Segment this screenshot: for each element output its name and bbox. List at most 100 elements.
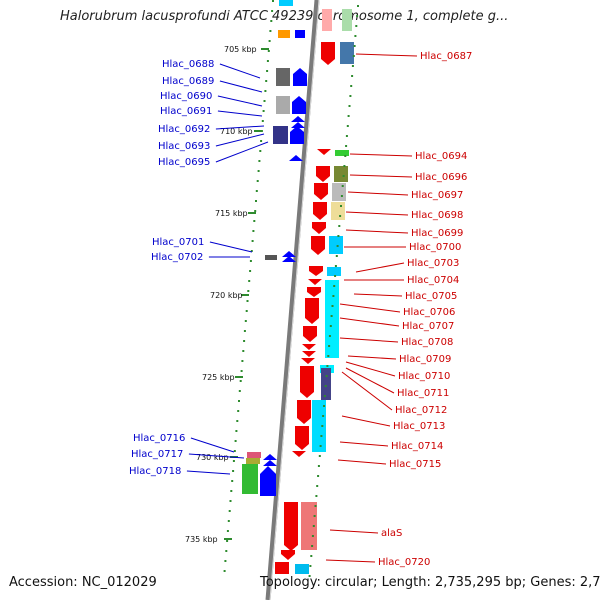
gene-label-right[interactable]: Hlac_0705	[405, 291, 457, 302]
gene-label-left[interactable]: Hlac_0701	[152, 237, 204, 248]
scale-tick	[357, 5, 359, 7]
gene-label-right[interactable]: Hlac_0699	[411, 228, 463, 239]
scale-tick	[322, 415, 325, 417]
gene-feature[interactable]	[325, 280, 339, 358]
gene-label-right[interactable]: Hlac_0708	[401, 337, 453, 348]
gene-label-left[interactable]: Hlac_0716	[133, 433, 185, 444]
gene-label-right[interactable]: Hlac_0712	[395, 405, 447, 416]
gene-feature[interactable]	[303, 326, 317, 342]
gene-feature[interactable]	[289, 155, 303, 161]
gene-feature[interactable]	[292, 96, 306, 114]
leader-line	[217, 110, 263, 117]
gene-label-right[interactable]: Hlac_0703	[407, 258, 459, 269]
gene-feature[interactable]	[312, 400, 326, 452]
gene-feature[interactable]	[340, 42, 354, 64]
gene-feature[interactable]	[263, 460, 277, 466]
gene-label-right[interactable]: Hlac_0704	[407, 275, 459, 286]
scale-label: 715 kbp	[215, 209, 248, 218]
gene-label-left[interactable]: Hlac_0695	[158, 157, 210, 168]
gene-feature[interactable]	[242, 464, 258, 494]
gene-label-left[interactable]: Hlac_0717	[131, 449, 183, 460]
gene-feature[interactable]	[301, 358, 315, 364]
gene-label-right[interactable]: Hlac_0720	[378, 557, 430, 568]
gene-feature[interactable]	[281, 550, 295, 560]
gene-feature[interactable]	[331, 202, 345, 220]
gene-feature[interactable]	[312, 222, 326, 234]
gene-label-right[interactable]: Hlac_0707	[402, 321, 454, 332]
gene-feature[interactable]	[247, 452, 261, 458]
gene-feature[interactable]	[329, 236, 343, 254]
gene-label-right[interactable]: Hlac_0697	[411, 190, 463, 201]
scale-tick	[229, 500, 232, 502]
gene-label-right[interactable]: Hlac_0713	[393, 421, 445, 432]
scale-tick	[355, 25, 358, 27]
gene-label-right[interactable]: Hlac_0714	[391, 441, 443, 452]
gene-feature[interactable]	[327, 267, 341, 276]
gene-feature[interactable]	[317, 149, 331, 155]
gene-label-left[interactable]: Hlac_0688	[162, 59, 214, 70]
gene-feature[interactable]	[321, 42, 335, 65]
gene-feature[interactable]	[308, 279, 322, 285]
gene-feature[interactable]	[284, 502, 298, 551]
scale-tick	[254, 210, 257, 212]
gene-feature[interactable]	[332, 183, 346, 201]
gene-feature[interactable]	[276, 96, 290, 114]
gene-feature[interactable]	[295, 564, 309, 574]
gene-feature[interactable]	[282, 251, 296, 257]
gene-feature[interactable]	[335, 150, 349, 156]
gene-feature[interactable]	[278, 30, 290, 38]
gene-feature[interactable]	[309, 266, 323, 276]
gene-label-left[interactable]: Hlac_0689	[162, 76, 214, 87]
gene-label-right[interactable]: Hlac_0700	[409, 242, 461, 253]
gene-feature[interactable]	[313, 202, 327, 220]
gene-feature[interactable]	[302, 351, 316, 357]
gene-label-right[interactable]: Hlac_0694	[415, 151, 467, 162]
gene-feature[interactable]	[290, 126, 304, 144]
gene-label-left[interactable]: Hlac_0718	[129, 466, 181, 477]
gene-label-right[interactable]: alaS	[381, 528, 402, 539]
gene-label-right[interactable]: Hlac_0706	[403, 307, 455, 318]
gene-feature[interactable]	[291, 122, 305, 128]
gene-feature[interactable]	[282, 256, 296, 262]
gene-feature[interactable]	[276, 68, 290, 86]
gene-feature[interactable]	[273, 126, 288, 144]
gene-feature[interactable]	[295, 30, 305, 38]
gene-feature[interactable]	[316, 166, 330, 182]
gene-label-left[interactable]: Hlac_0691	[160, 106, 212, 117]
leader-line	[215, 125, 265, 130]
gene-feature[interactable]	[307, 287, 321, 297]
gene-feature[interactable]	[263, 454, 277, 460]
gene-label-right[interactable]: Hlac_0709	[399, 354, 451, 365]
gene-feature[interactable]	[342, 9, 352, 31]
gene-label-left[interactable]: Hlac_0690	[160, 91, 212, 102]
gene-feature[interactable]	[305, 298, 319, 324]
gene-feature[interactable]	[265, 255, 277, 260]
gene-label-left[interactable]: Hlac_0693	[158, 141, 210, 152]
gene-feature[interactable]	[301, 502, 317, 550]
gene-feature[interactable]	[279, 0, 293, 6]
gene-feature[interactable]	[322, 9, 332, 31]
gene-feature[interactable]	[321, 368, 331, 400]
gene-label-right[interactable]: Hlac_0715	[389, 459, 441, 470]
gene-label-left[interactable]: Hlac_0692	[158, 124, 210, 135]
gene-feature[interactable]	[275, 562, 289, 574]
gene-feature[interactable]	[311, 236, 325, 255]
gene-feature[interactable]	[334, 166, 348, 182]
gene-label-right[interactable]: Hlac_0698	[411, 210, 463, 221]
gene-label-right[interactable]: Hlac_0711	[397, 388, 449, 399]
gene-feature[interactable]	[297, 400, 311, 424]
gene-label-right[interactable]: Hlac_0710	[398, 371, 450, 382]
gene-feature[interactable]	[293, 68, 307, 86]
gene-feature[interactable]	[291, 116, 305, 122]
gene-label-right[interactable]: Hlac_0696	[415, 172, 467, 183]
gene-feature[interactable]	[292, 451, 306, 457]
gene-label-left[interactable]: Hlac_0702	[151, 252, 203, 263]
gene-feature[interactable]	[295, 426, 309, 450]
gene-label-right[interactable]: Hlac_0687	[420, 51, 472, 62]
gene-feature[interactable]	[300, 366, 314, 398]
gene-feature[interactable]	[314, 183, 328, 200]
gene-feature[interactable]	[302, 344, 316, 350]
scale-tick	[242, 350, 245, 352]
gene-feature[interactable]	[260, 466, 276, 496]
gene-feature[interactable]	[246, 458, 260, 464]
